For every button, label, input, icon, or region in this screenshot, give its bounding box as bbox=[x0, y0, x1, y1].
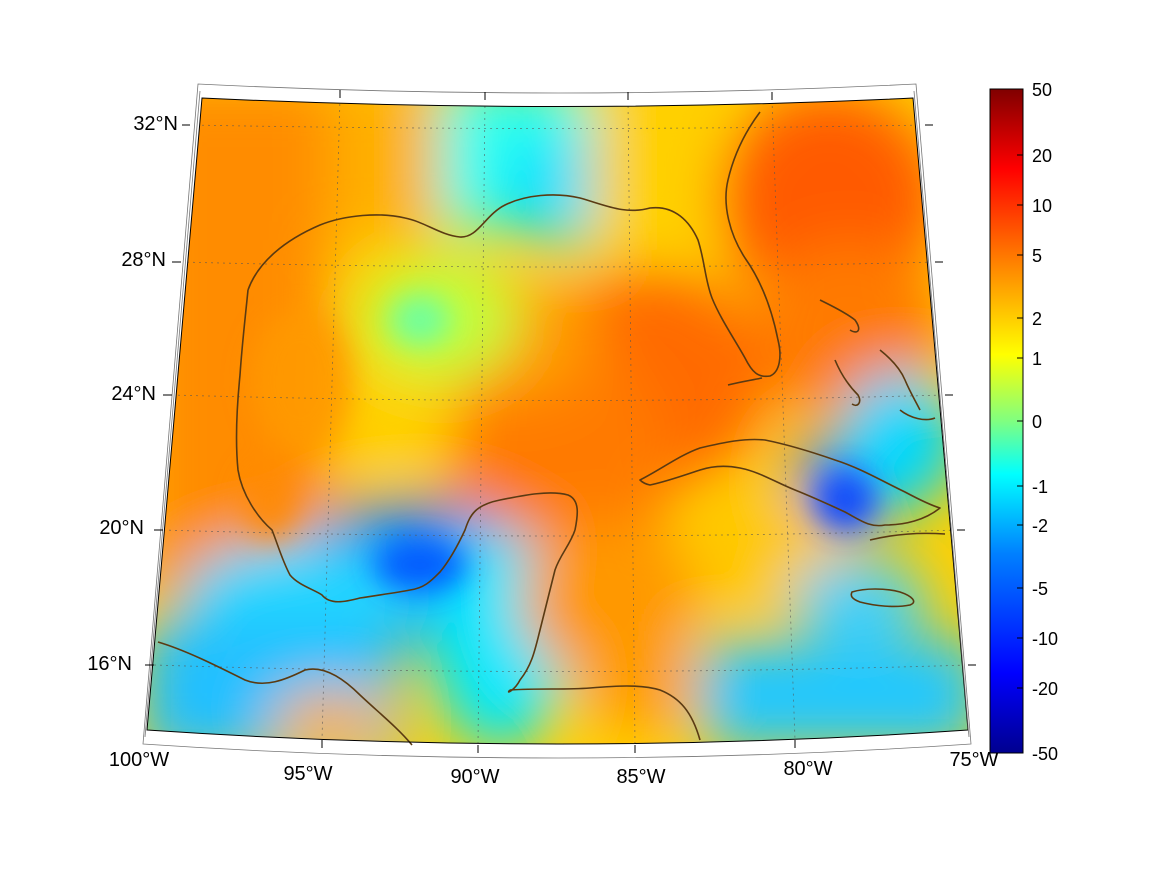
graticule bbox=[153, 98, 968, 744]
us-gulf-coast bbox=[247, 111, 781, 378]
colorbar-label: 10 bbox=[1032, 196, 1052, 216]
colorbar-tick-labels: 50 20 10 5 2 1 0 -1 -2 -5 -10 -20 -50 bbox=[1032, 80, 1058, 764]
colorbar-label: -1 bbox=[1032, 477, 1048, 497]
mexico-pacific-coast bbox=[157, 641, 413, 746]
colorbar-label: -5 bbox=[1032, 579, 1048, 599]
mexico-gulf-coast bbox=[235, 289, 579, 603]
frame-ticks bbox=[145, 90, 976, 753]
lon-label-75w: 75°W bbox=[949, 749, 998, 771]
colorbar-label: 2 bbox=[1032, 309, 1042, 329]
colorbar-label: 5 bbox=[1032, 246, 1042, 266]
latitude-labels: 32°N 28°N 24°N 20°N 16°N bbox=[87, 113, 178, 675]
lat-label-28n: 28°N bbox=[121, 249, 166, 271]
cuba bbox=[639, 438, 941, 527]
colorbar: 50 20 10 5 2 1 0 -1 -2 -5 -10 -20 -50 bbox=[989, 80, 1058, 764]
colorbar-label: -50 bbox=[1032, 744, 1058, 764]
bahamas-1 bbox=[819, 299, 860, 333]
central-america-caribbean-coast bbox=[509, 685, 701, 741]
longitude-labels: 100°W 95°W 90°W 85°W 80°W 75°W bbox=[109, 749, 999, 788]
bahamas-2 bbox=[879, 349, 921, 411]
bahamas-4 bbox=[899, 409, 936, 421]
lat-label-16n: 16°N bbox=[87, 653, 132, 675]
colorbar-label: 1 bbox=[1032, 349, 1042, 369]
colorbar-label: 0 bbox=[1032, 412, 1042, 432]
map-data-field bbox=[147, 98, 968, 744]
lat-label-24n: 24°N bbox=[111, 383, 156, 405]
hispaniola-edge bbox=[869, 532, 946, 541]
coastlines bbox=[157, 111, 946, 746]
lon-label-85w: 85°W bbox=[616, 766, 665, 788]
lat-label-20n: 20°N bbox=[99, 517, 144, 539]
map-frame bbox=[142, 83, 972, 759]
jamaica bbox=[850, 588, 915, 608]
lon-label-80w: 80°W bbox=[783, 758, 832, 780]
lon-label-90w: 90°W bbox=[450, 766, 499, 788]
colorbar-label: -2 bbox=[1032, 516, 1048, 536]
yucatan-east-coast bbox=[507, 529, 576, 693]
lon-label-95w: 95°W bbox=[283, 763, 332, 785]
bahamas-3 bbox=[834, 359, 861, 407]
colorbar-label: 20 bbox=[1032, 146, 1052, 166]
florida-keys bbox=[727, 377, 763, 386]
colorbar-label: -10 bbox=[1032, 629, 1058, 649]
colorbar-label: 50 bbox=[1032, 80, 1052, 100]
colorbar-ticks bbox=[1017, 154, 1023, 689]
lon-label-100w: 100°W bbox=[109, 749, 169, 771]
colorbar-label: -20 bbox=[1032, 679, 1058, 699]
lat-label-32n: 32°N bbox=[133, 113, 178, 135]
